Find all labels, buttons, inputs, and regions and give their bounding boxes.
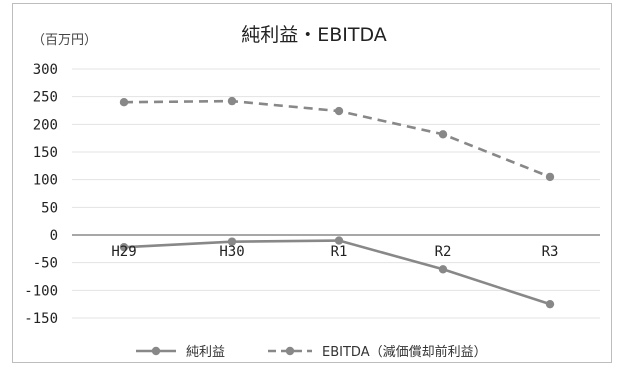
x-tick-label: R2 [435, 244, 452, 260]
legend-label: EBITDA（減価償却前利益） [322, 344, 487, 360]
series-ebitda [119, 96, 555, 182]
y-tick-label: -150 [24, 311, 58, 327]
legend-marker [151, 346, 161, 356]
x-tick-label: H30 [219, 244, 244, 260]
legend: 純利益 EBITDA（減価償却前利益） [136, 344, 487, 360]
y-tick-label: -100 [24, 283, 58, 299]
data-point [545, 299, 555, 309]
data-point [438, 265, 448, 274]
legend-label: 純利益 [186, 345, 225, 360]
data-point [119, 242, 129, 252]
data-point [545, 172, 555, 182]
y-tick-label: 300 [33, 62, 58, 78]
x-tick-label: H29 [111, 244, 136, 260]
data-point [334, 106, 344, 116]
data-point [438, 130, 448, 139]
series-lines [119, 96, 555, 309]
legend-item-net-income: 純利益 [136, 345, 225, 360]
data-point [119, 98, 129, 107]
data-point [334, 236, 344, 245]
legend-marker [285, 346, 295, 356]
y-tick-label: 50 [41, 200, 58, 216]
legend-item-ebitda: EBITDA（減価償却前利益） [268, 344, 487, 360]
chart-frame [12, 3, 612, 363]
y-tick-label: 200 [33, 117, 58, 133]
grid [72, 68, 600, 319]
y-tick-label: 150 [33, 145, 58, 161]
unit-label: （百万円） [32, 33, 97, 48]
y-tick-label: 100 [33, 173, 58, 189]
x-tick-label: R1 [331, 244, 348, 260]
y-tick-label: 0 [50, 228, 58, 244]
data-point [227, 96, 237, 106]
y-tick-label: -50 [33, 256, 58, 272]
y-tick-label: 250 [33, 90, 58, 106]
series-net-income [119, 236, 555, 309]
data-point [227, 237, 237, 246]
x-tick-label: R3 [542, 244, 559, 260]
y-axis-ticks: 300 250 200 150 100 50 0 -50 -100 -150 [24, 62, 58, 327]
chart-title: 純利益・EBITDA [241, 24, 387, 46]
x-axis-ticks: H29 H30 R1 R2 R3 [111, 244, 558, 260]
